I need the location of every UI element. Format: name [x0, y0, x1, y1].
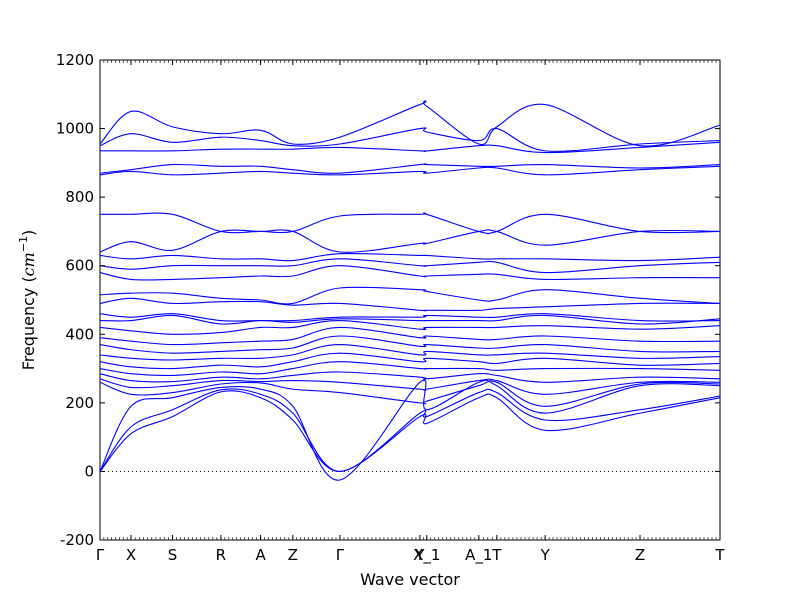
y-tick-label: 600	[65, 257, 94, 275]
y-tick-label: 1200	[56, 51, 94, 69]
band-line-17	[99, 265, 721, 281]
band-line-15	[99, 297, 721, 312]
x-tick-label: X	[126, 546, 136, 564]
band-line-9	[99, 344, 721, 361]
y-tick-label: -200	[60, 531, 94, 549]
x-axis-ticks: Γ X S R A Z Γ YX_1 A_1 T Y Z T	[96, 60, 725, 565]
band-line-16	[99, 286, 721, 305]
series-layer	[99, 100, 721, 481]
x-tick-label: A	[255, 546, 266, 564]
y-axis-label-prefix: Frequency (	[19, 276, 38, 370]
y-axis-label: Frequency (cm−1)	[17, 230, 38, 371]
x-tick-label: T	[714, 546, 725, 564]
y-tick-label: 1000	[56, 120, 94, 138]
band-line-14	[99, 313, 721, 322]
band-line-1	[99, 390, 721, 472]
x-tick-label: S	[168, 546, 178, 564]
band-line-10	[99, 335, 721, 354]
y-axis-label-suffix: )	[19, 230, 38, 236]
y-tick-label: 800	[65, 188, 94, 206]
y-tick-label: 0	[84, 462, 94, 480]
band-line-6	[99, 371, 721, 383]
band-line-2	[99, 388, 721, 472]
y-axis-ticks: -200 0 200 400 600 800 1000 1200	[56, 51, 720, 549]
band-line-23	[99, 163, 721, 174]
x-tick-label: Z	[635, 546, 645, 564]
band-line-11	[99, 326, 721, 346]
y-axis-label-unit: cm	[19, 252, 38, 276]
x-axis-label: Wave vector	[360, 570, 460, 589]
band-line-22	[99, 165, 721, 176]
x-tick-label: A_1	[465, 546, 492, 565]
band-line-13	[99, 314, 721, 325]
band-line-21	[99, 212, 721, 235]
band-line-7	[99, 361, 721, 377]
x-tick-label: X_1	[413, 546, 440, 565]
x-tick-label: T	[491, 546, 502, 564]
x-tick-label: Γ	[336, 546, 345, 564]
x-tick-label: R	[216, 546, 226, 564]
y-tick-label: 200	[65, 394, 94, 412]
band-line-12	[99, 320, 721, 335]
band-line-26	[99, 100, 721, 147]
y-tick-label: 400	[65, 325, 94, 343]
band-line-8	[99, 352, 721, 370]
band-line-3	[99, 379, 721, 481]
band-line-24	[100, 141, 721, 154]
x-tick-label: Z	[288, 546, 298, 564]
band-line-25	[99, 127, 721, 152]
band-line-5	[99, 378, 721, 395]
y-axis-label-exponent: −1	[17, 236, 30, 252]
band-line-4	[99, 380, 721, 407]
band-line-19	[99, 252, 721, 262]
x-tick-label: Y	[414, 546, 425, 564]
x-tick-label: Γ	[96, 546, 105, 564]
x-tick-label: Y	[540, 546, 551, 564]
band-line-20	[99, 229, 721, 253]
band-line-18	[99, 258, 721, 274]
plot-area-frame	[99, 59, 721, 541]
